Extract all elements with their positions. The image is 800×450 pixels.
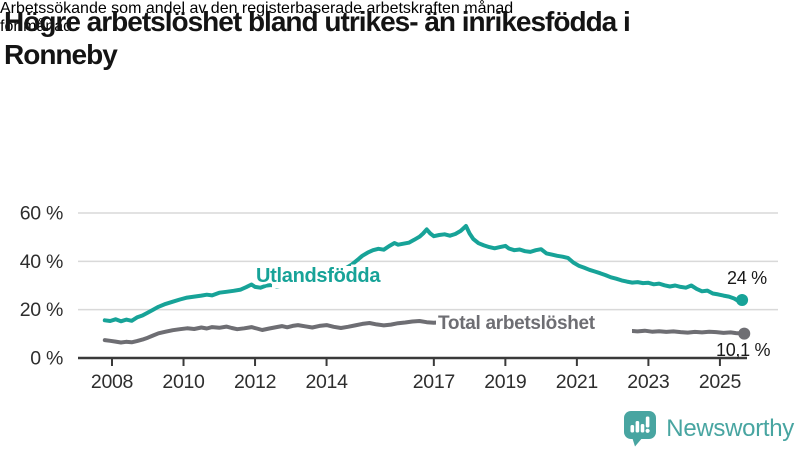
newsworthy-icon	[624, 411, 657, 447]
title-line-1: Högre arbetslöshet bland utrikes- än inr…	[4, 6, 631, 37]
subtitle-line-1: Arbetssökande som andel av den registerb…	[0, 0, 514, 17]
series-end-label-0: 24 %	[727, 268, 767, 288]
newsworthy-wordmark: Newsworthy	[666, 414, 794, 442]
page-title: Högre arbetslöshet bland utrikes- än inr…	[4, 5, 631, 71]
series-label-mask-0	[272, 266, 398, 288]
y-tick-label-20: 20 %	[20, 299, 63, 321]
x-tick-label-2014: 2014	[305, 371, 348, 393]
x-tick-label-2025: 2025	[699, 371, 742, 393]
series-line-1	[102, 319, 747, 345]
y-tick-label-60: 60 %	[20, 202, 63, 224]
x-tick-label-2017: 2017	[413, 371, 455, 393]
x-tick-label-2008: 2008	[91, 371, 133, 393]
newsworthy-logo[interactable]: Newsworthy	[623, 410, 794, 447]
series-label-mask-1	[436, 313, 632, 337]
subtitle-line-2: för månad.	[0, 18, 77, 35]
x-tick-label-2021: 2021	[556, 371, 598, 393]
x-tick-label-2023: 2023	[627, 371, 669, 393]
x-tick-label-2019: 2019	[484, 371, 526, 393]
series-line-0	[102, 224, 745, 324]
unemployment-line-chart: 2008 2010 2012 2014 2017 2019 2021 2023 2025 0 % 2…	[20, 202, 778, 393]
title-line-2: Ronneby	[4, 39, 118, 70]
series-end-dot-1	[738, 327, 751, 340]
series-label-1: Total arbetslöshet	[438, 313, 596, 334]
series-end-label-1: 10,1 %	[716, 340, 771, 360]
y-tick-label-0: 0 %	[30, 348, 63, 370]
series-label-0: Utlandsfödda	[256, 265, 381, 287]
y-tick-label-40: 40 %	[20, 251, 63, 273]
x-tick-label-2012: 2012	[234, 371, 276, 393]
x-tick-label-2010: 2010	[162, 371, 205, 393]
series-end-dot-0	[736, 293, 749, 306]
